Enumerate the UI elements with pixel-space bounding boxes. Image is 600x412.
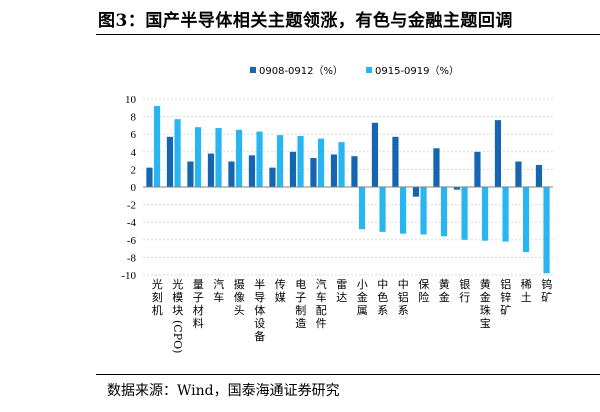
source-note: 数据来源：Wind，国泰海通证券研究 bbox=[107, 383, 340, 399]
chart-gridlines bbox=[143, 98, 553, 276]
x-tick-label: 黄金珠宝 bbox=[480, 277, 491, 330]
bar-1 bbox=[330, 154, 338, 187]
x-tick-label: 半导体设备 bbox=[254, 277, 265, 343]
bar-2 bbox=[461, 187, 468, 240]
x-tick-label: 钨矿 bbox=[541, 278, 552, 304]
x-tick-label: 中铝系 bbox=[398, 278, 409, 317]
x-tick-label: 中色系 bbox=[377, 278, 388, 317]
legend-label-2: 0915-0919（%） bbox=[375, 65, 459, 77]
bar-2 bbox=[153, 106, 161, 187]
bar-1 bbox=[433, 148, 440, 187]
y-tick-label: -10 bbox=[121, 270, 136, 282]
bar-1 bbox=[515, 161, 522, 187]
bar-1 bbox=[207, 153, 215, 187]
x-tick-label: 摄像头 bbox=[234, 277, 245, 317]
bar-2 bbox=[256, 131, 263, 187]
y-tick-label: 4 bbox=[131, 147, 137, 159]
y-axis: -10 -8 -6 -4 -2 0 2 4 6 8 10 bbox=[121, 94, 136, 282]
bar-1 bbox=[535, 165, 543, 187]
bar-2 bbox=[297, 135, 304, 187]
bar-1 bbox=[412, 187, 420, 197]
x-tick-label: 铝锌矿 bbox=[500, 277, 511, 317]
bar-1 bbox=[146, 167, 153, 187]
bar-1 bbox=[310, 157, 317, 187]
y-tick-label: 8 bbox=[131, 112, 137, 124]
bar-1 bbox=[248, 155, 256, 187]
x-tick-label: 电子制造 bbox=[295, 278, 306, 330]
bar-2 bbox=[481, 187, 489, 241]
legend-swatch-1 bbox=[250, 67, 256, 73]
bar-2 bbox=[215, 128, 222, 187]
x-tick-label: 银行 bbox=[459, 277, 470, 304]
bar-2 bbox=[358, 187, 366, 230]
x-tick-label: 光模块 bbox=[172, 277, 183, 317]
x-tick-label: 量子材料 bbox=[193, 278, 204, 330]
bar-1 bbox=[392, 136, 399, 187]
source-rule bbox=[96, 374, 600, 375]
bar-1 bbox=[269, 167, 276, 187]
y-tick-label: 6 bbox=[131, 129, 137, 141]
x-tick-label: 汽车配件 bbox=[316, 277, 327, 330]
x-tick-label: 汽车 bbox=[213, 277, 224, 304]
y-tick-label: -2 bbox=[127, 200, 136, 212]
legend-label-1: 0908-0912（%） bbox=[259, 65, 343, 77]
chart-legend: 0908-0912（%） 0915-0919（%） bbox=[250, 65, 459, 77]
title-rule bbox=[96, 34, 600, 35]
bar-2 bbox=[379, 187, 386, 232]
bar-1 bbox=[166, 136, 174, 187]
y-tick-label: 0 bbox=[131, 182, 137, 194]
y-tick-label: -8 bbox=[127, 252, 137, 264]
x-tick-label: 保险 bbox=[418, 277, 429, 304]
y-tick-label: -4 bbox=[127, 217, 137, 229]
x-tick-label: 雷达 bbox=[336, 278, 347, 304]
bar-2 bbox=[194, 127, 202, 187]
bar-1 bbox=[474, 151, 481, 187]
x-tick-label: 稀土 bbox=[521, 278, 532, 304]
bar-2 bbox=[440, 187, 448, 237]
bar-1 bbox=[453, 187, 461, 190]
legend-swatch-2 bbox=[366, 67, 372, 73]
bar-2 bbox=[399, 187, 407, 234]
x-tick-label-part: (CPO) bbox=[171, 320, 184, 353]
figure-title: 图3：国产半导体相关主题领涨，有色与金融主题回调 bbox=[98, 11, 513, 31]
bar-1 bbox=[289, 151, 297, 187]
bar-2 bbox=[276, 135, 284, 187]
bar-2 bbox=[522, 187, 530, 253]
bar-1 bbox=[187, 161, 194, 187]
x-tick-label: 光刻机 bbox=[152, 277, 163, 317]
x-tick-label: 传媒 bbox=[275, 278, 286, 304]
x-tick-label: 黄金 bbox=[439, 277, 450, 304]
bar-2 bbox=[420, 187, 427, 235]
bar-1 bbox=[351, 156, 358, 187]
x-tick-label: 小金属 bbox=[357, 278, 368, 317]
y-tick-label: 10 bbox=[125, 94, 137, 106]
bar-2 bbox=[502, 187, 509, 242]
bar-1 bbox=[494, 120, 502, 187]
y-tick-label: 2 bbox=[131, 164, 137, 176]
y-tick-label: -6 bbox=[127, 235, 137, 247]
chart-bars bbox=[146, 106, 550, 274]
bar-2 bbox=[174, 119, 181, 187]
bar-2 bbox=[543, 187, 550, 274]
bar-1 bbox=[228, 161, 235, 187]
bar-1 bbox=[371, 122, 379, 187]
bar-2 bbox=[338, 142, 345, 187]
bar-2 bbox=[235, 129, 243, 187]
bar-2 bbox=[317, 138, 325, 187]
